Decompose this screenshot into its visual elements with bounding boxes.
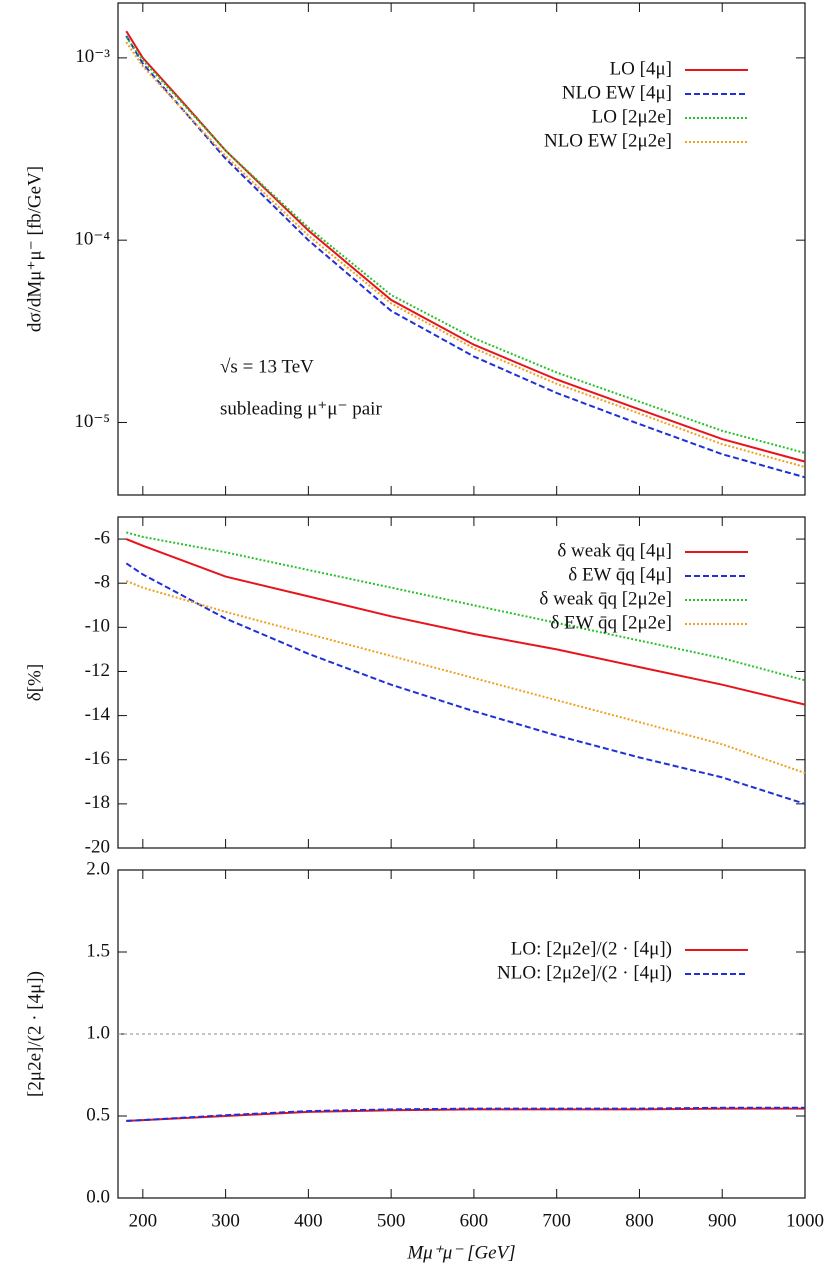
series-line	[125, 562, 806, 805]
legend-label: δ weak q̄q [4μ]	[557, 540, 672, 561]
y-tick-label: -8	[94, 572, 110, 593]
y-tick-label: -18	[85, 792, 110, 813]
y-tick-label: 0.5	[86, 1104, 110, 1125]
annotation: subleading μ⁺μ⁻ pair	[220, 398, 382, 419]
y-tick-label: 10⁻³	[75, 46, 110, 67]
x-tick-label: 400	[294, 1210, 323, 1231]
series-line	[125, 30, 806, 463]
y-tick-label: -14	[85, 704, 111, 725]
legend-label: LO [4μ]	[610, 58, 672, 79]
y-tick-label: -20	[85, 836, 110, 857]
x-tick-label: 1000	[786, 1210, 824, 1231]
x-tick-label: 600	[460, 1210, 489, 1231]
series-line	[126, 531, 806, 682]
y-tick-label: 10⁻⁴	[74, 229, 110, 250]
x-axis-label: Mμ⁺μ⁻ [GeV]	[406, 1242, 515, 1263]
x-tick-label: 300	[211, 1210, 240, 1231]
y-tick-label: -12	[85, 660, 110, 681]
legend-label: δ EW q̄q [4μ]	[568, 564, 672, 585]
plot-frame	[117, 516, 806, 849]
x-tick-label: 900	[708, 1210, 737, 1231]
x-tick-label: 200	[129, 1210, 158, 1231]
y-tick-label: 2.0	[86, 858, 110, 879]
y-tick-label: 0.0	[86, 1186, 110, 1207]
legend-label: LO: [2μ2e]/(2 · [4μ])	[511, 938, 672, 959]
series-line	[125, 580, 806, 774]
y-tick-label: -10	[85, 616, 110, 637]
legend-label: NLO EW [2μ2e]	[544, 130, 672, 151]
legend-label: LO [2μ2e]	[592, 106, 672, 127]
series-line	[125, 538, 806, 706]
legend-label: NLO: [2μ2e]/(2 · [4μ])	[497, 962, 672, 983]
y-tick-label: 1.5	[86, 940, 110, 961]
plot-frame	[117, 2, 806, 496]
series-line	[125, 41, 806, 468]
y-tick-label: 10⁻⁵	[74, 411, 110, 432]
legend-label: δ weak q̄q [2μ2e]	[539, 588, 672, 609]
y-tick-label: -16	[85, 748, 110, 769]
y-tick-label: -6	[94, 527, 110, 548]
legend-label: NLO EW [4μ]	[562, 82, 672, 103]
y-axis-label: dσ/dMμ⁺μ⁻ [fb/GeV]	[24, 166, 45, 332]
series-line	[126, 1106, 805, 1122]
y-tick-label: 1.0	[86, 1022, 110, 1043]
series-line	[125, 36, 806, 454]
legend-label: δ EW q̄q [2μ2e]	[550, 612, 672, 633]
x-tick-label: 500	[377, 1210, 406, 1231]
x-tick-label: 700	[542, 1210, 571, 1231]
annotation: √s = 13 TeV	[220, 356, 314, 377]
y-axis-label: δ[%]	[24, 664, 45, 701]
y-axis-label: [2μ2e]/(2 · [4μ])	[24, 971, 45, 1097]
x-tick-label: 800	[625, 1210, 654, 1231]
